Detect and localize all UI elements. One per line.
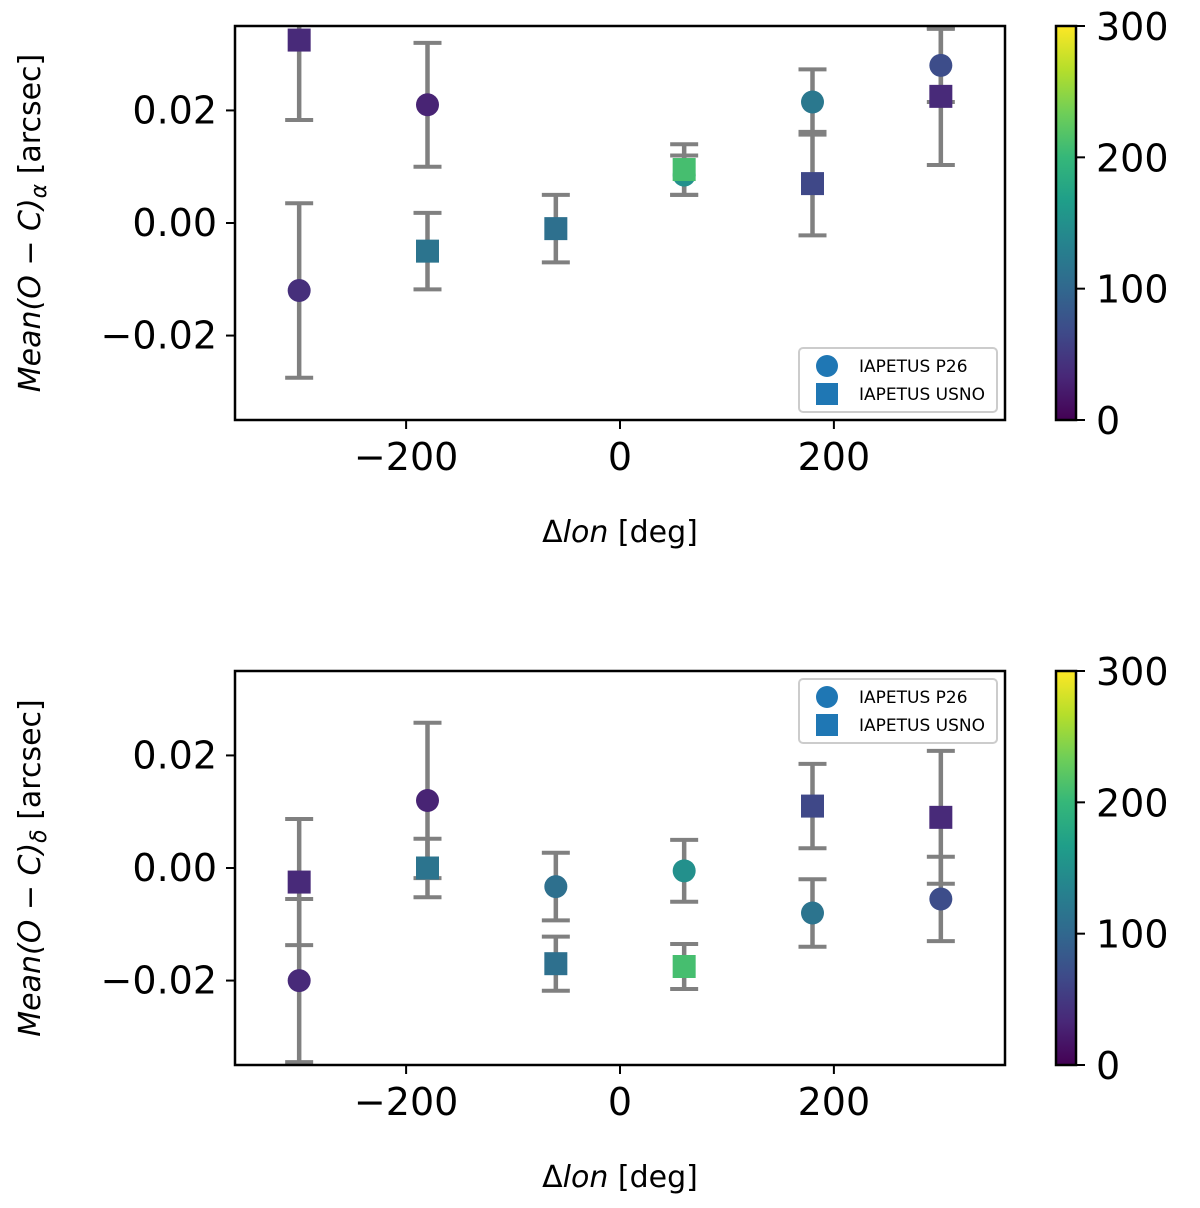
data-point-circle xyxy=(801,90,824,114)
x-tick-label: 200 xyxy=(798,1080,871,1124)
x-axis-label-suffix: [deg] xyxy=(608,1160,698,1195)
legend-marker-circle xyxy=(816,355,838,377)
y-axis-label-sub: δ xyxy=(27,829,52,842)
legend-box xyxy=(798,678,998,744)
chart-dec: −200 0 200 −0.02 0.00 0.02 Δlon [deg] Mean(O − … xyxy=(13,650,1169,1195)
plot-frame xyxy=(233,669,1007,1067)
x-axis-label-italic: lon xyxy=(563,1160,609,1195)
legend: IAPETUS P26 IAPETUS USNO xyxy=(798,347,998,413)
chart-ra: −200 0 200 −0.02 0.00 0.02 Δlon [deg] Mean(O − … xyxy=(13,5,1169,550)
y-axis-label-italic: Mean(O − C) xyxy=(13,198,48,392)
colorbar-tick-label: 0 xyxy=(1096,399,1120,443)
colorbar-frame xyxy=(1054,669,1078,1067)
y-tick-label: −0.02 xyxy=(101,314,217,358)
data-point-circle xyxy=(929,887,953,911)
x-tick-label: 0 xyxy=(608,435,632,479)
legend-marker-circle xyxy=(816,686,838,708)
colorbar-tick-label: 200 xyxy=(1096,136,1169,180)
y-tick-label: 0.00 xyxy=(132,846,217,890)
legend-label-usno: IAPETUS USNO xyxy=(859,716,985,736)
x-tick-label: 200 xyxy=(798,435,871,479)
data-point-circle xyxy=(416,788,439,812)
y-axis-label-suffix: [arcsec] xyxy=(13,699,48,829)
x-axis-label-suffix: [deg] xyxy=(608,515,698,550)
legend-label-p26: IAPETUS P26 xyxy=(859,357,968,377)
colorbar-tick-label: 300 xyxy=(1096,650,1169,694)
y-axis-label-italic: Mean(O − C) xyxy=(13,843,48,1037)
legend-label-usno: IAPETUS USNO xyxy=(859,385,985,405)
y-axis-label: Mean(O − C)δ [arcsec] xyxy=(13,699,52,1036)
data-point-circle xyxy=(416,93,439,117)
data-point-square xyxy=(929,805,953,829)
x-tick-label: −200 xyxy=(354,1080,458,1124)
y-tick-label: 0.00 xyxy=(132,201,217,245)
colorbar-tick-label: 100 xyxy=(1096,913,1169,957)
x-axis-label: Δlon [deg] xyxy=(542,1160,698,1195)
y-axis-label: Mean(O − C)α [arcsec] xyxy=(13,54,52,393)
colorbar-tick-label: 0 xyxy=(1096,1044,1120,1088)
legend-marker-square xyxy=(816,383,838,405)
data-point-circle xyxy=(801,901,824,925)
x-axis-label-italic: lon xyxy=(563,515,609,550)
data-point-square xyxy=(672,955,696,978)
data-layer xyxy=(285,26,955,380)
data-point-square xyxy=(544,217,568,241)
colorbar-tick-label: 300 xyxy=(1096,5,1169,49)
data-point-circle xyxy=(929,53,953,77)
colorbar xyxy=(1056,671,1076,1065)
data-point-circle xyxy=(287,969,311,993)
data-point-circle xyxy=(287,279,311,303)
legend-marker-square xyxy=(816,714,838,736)
legend-box xyxy=(798,347,998,413)
x-axis-label: Δlon [deg] xyxy=(542,515,698,550)
data-point-square xyxy=(287,870,311,894)
y-axis-label-suffix: [arcsec] xyxy=(13,54,48,184)
data-point-square xyxy=(287,28,311,52)
legend-label-p26: IAPETUS P26 xyxy=(859,688,968,708)
x-axis-label-prefix: Δ xyxy=(542,515,563,550)
colorbar-tick-label: 200 xyxy=(1096,781,1169,825)
data-point-square xyxy=(416,239,439,263)
data-point-square xyxy=(801,172,824,196)
y-tick-label: 0.02 xyxy=(132,733,217,777)
legend: IAPETUS P26 IAPETUS USNO xyxy=(798,678,998,744)
data-point-square xyxy=(672,158,696,182)
colorbar-tick-label: 100 xyxy=(1096,268,1169,312)
data-point-square xyxy=(801,794,824,818)
data-point-square xyxy=(929,84,953,108)
plot-frame xyxy=(233,24,1007,422)
y-tick-label: 0.02 xyxy=(132,88,217,132)
y-tick-label: −0.02 xyxy=(101,959,217,1003)
colorbar xyxy=(1056,26,1076,420)
y-axis-label-sub: α xyxy=(27,183,52,198)
colorbar-frame xyxy=(1054,24,1078,422)
data-point-square xyxy=(416,856,439,880)
data-layer xyxy=(285,720,955,1065)
x-axis-label-prefix: Δ xyxy=(542,1160,563,1195)
data-point-square xyxy=(544,952,568,976)
data-point-circle xyxy=(544,875,568,899)
x-tick-label: −200 xyxy=(354,435,458,479)
data-point-circle xyxy=(672,859,696,883)
x-tick-label: 0 xyxy=(608,1080,632,1124)
